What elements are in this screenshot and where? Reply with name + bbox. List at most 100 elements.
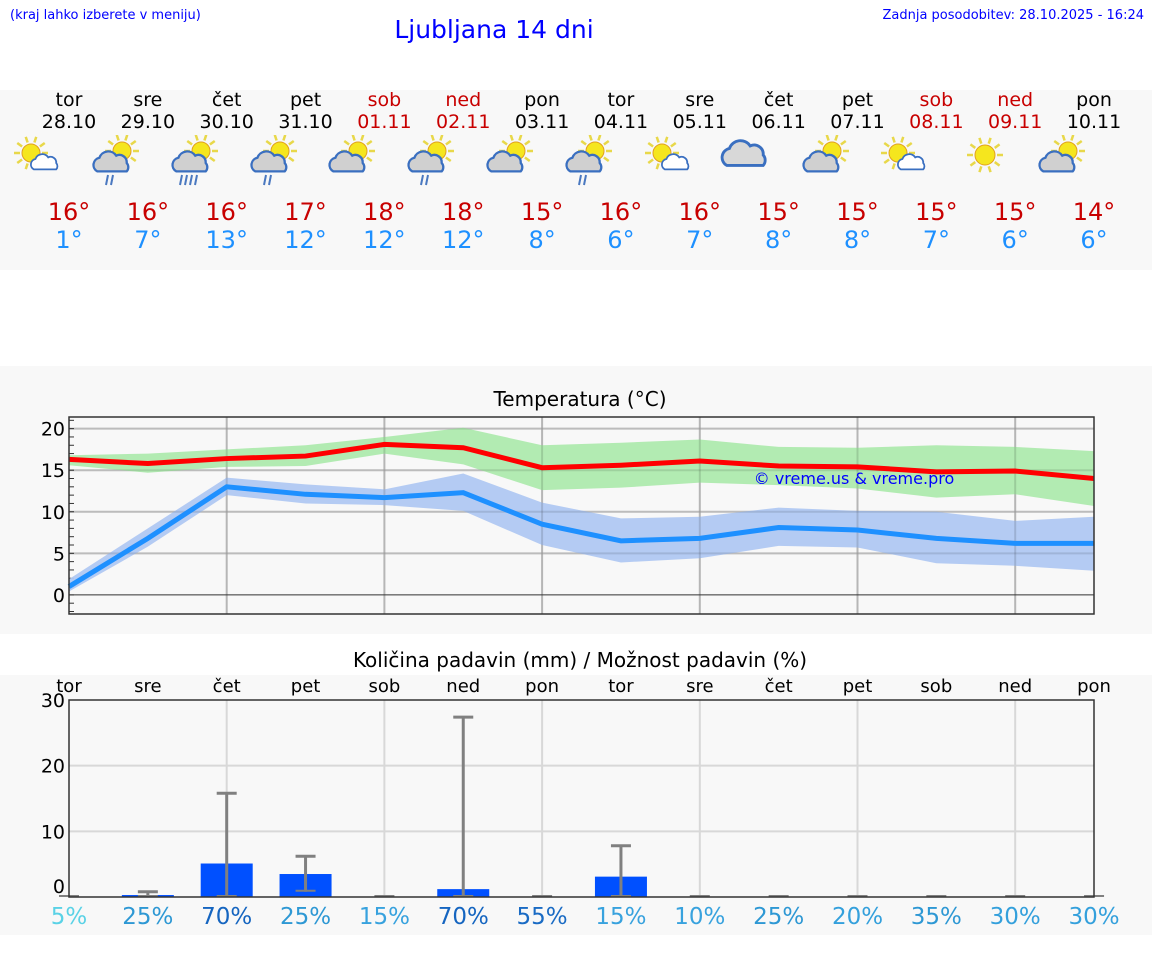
precip-probability: 20% (831, 904, 884, 930)
sun-cloud-rain-icon (171, 135, 218, 186)
cloud-icon (249, 150, 287, 173)
precipitation-band (0, 675, 1152, 935)
temperature-chart-title: Temperatura (°C) (493, 387, 667, 411)
precip-probability: 25% (279, 904, 332, 930)
location-hint: (kraj lahko izberete v meniju) (10, 8, 201, 23)
day-date: 07.11 (830, 111, 885, 133)
rain-icon (420, 174, 430, 186)
max-temp: 14° (1072, 198, 1116, 226)
min-temp-line (67, 484, 1095, 589)
y-tick-label: 0 (53, 876, 65, 898)
sun-icon (967, 137, 1004, 173)
precip-probability: 15% (595, 904, 647, 930)
day-date: 04.11 (593, 111, 649, 133)
x-day-label: ned (446, 676, 481, 697)
precip-probability: 30% (989, 904, 1041, 930)
precip-probability: 30% (1068, 904, 1120, 930)
precip-probability: 55% (516, 904, 568, 930)
day-date: 05.11 (672, 111, 727, 133)
precipitation-chart: 0 10 20 30 (41, 690, 1105, 898)
y-tick-label: 10 (41, 821, 65, 843)
day-name: čet (763, 89, 794, 111)
day-name: tor (607, 89, 635, 111)
max-temp: 16° (599, 198, 643, 226)
day-date: 06.11 (751, 111, 806, 133)
x-day-label: pon (1077, 676, 1111, 697)
sun-cloud-light-rain-icon (407, 135, 455, 186)
day-date: 02.11 (436, 111, 491, 133)
max-temp: 18° (363, 198, 406, 226)
sun-cloud-icon (328, 135, 376, 173)
min-temp: 12° (284, 226, 327, 254)
day-date: 10.11 (1066, 111, 1122, 133)
cloudy-icon (720, 139, 767, 167)
temperature-chart: 0 5 10 15 20 © vreme.us & vreme.pro (41, 416, 1095, 615)
x-day-label: pon (525, 676, 560, 697)
x-day-label: sob (920, 676, 953, 697)
forecast-band (0, 90, 1152, 270)
precip-probability: 70% (437, 904, 489, 930)
day-name: sob (367, 89, 402, 111)
cloud-icon (801, 150, 839, 173)
precip-probability: 10% (674, 904, 726, 930)
x-day-label: pet (290, 676, 321, 697)
y-tick-label: 10 (41, 502, 65, 524)
day-date: 01.11 (357, 111, 412, 133)
day-date: 28.10 (41, 111, 97, 133)
min-temp: 6° (607, 226, 635, 254)
precip-probability: 15% (358, 904, 410, 930)
max-temp-line (68, 441, 1095, 481)
min-temp: 8° (843, 226, 872, 254)
sun-icon (967, 137, 1004, 173)
cloud-icon (486, 150, 524, 173)
error-bar (610, 844, 631, 897)
cloud-icon (720, 139, 767, 167)
sun-small-cloud-icon (644, 136, 690, 171)
sun-cloud-icon (801, 135, 849, 173)
day-date: 08.11 (909, 111, 964, 133)
last-updated: Zadnja posodobitev: 28.10.2025 - 16:24 (882, 8, 1144, 23)
max-temp: 15° (757, 198, 800, 226)
precip-probability: 35% (910, 904, 962, 930)
day-date: 30.10 (199, 111, 254, 133)
plot-frame (68, 416, 1095, 615)
max-temp: 15° (836, 198, 879, 226)
precip-probability: 5% (50, 904, 88, 930)
rain-icon (262, 174, 272, 186)
max-temp: 16° (678, 198, 722, 226)
day-name: sre (685, 89, 715, 111)
rain-icon (104, 174, 114, 186)
y-tick-label: 0 (53, 585, 65, 607)
day-name: sre (133, 89, 163, 111)
max-temp: 15° (915, 198, 958, 226)
day-date: 31.10 (278, 111, 333, 133)
x-day-label: sre (686, 676, 714, 697)
max-temp: 17° (284, 198, 327, 226)
precip-probability: 25% (122, 904, 174, 930)
day-date: 03.11 (514, 111, 570, 133)
plot-frame (68, 699, 1095, 898)
error-bar (216, 791, 237, 897)
y-tick-label: 5 (53, 543, 65, 565)
day-name: ned (445, 89, 482, 111)
sun-cloud-light-rain-icon (565, 135, 612, 186)
x-day-label: pet (842, 676, 873, 697)
precip-probability: 25% (753, 904, 805, 930)
sun-cloud-icon (486, 135, 534, 173)
y-tick-label: 15 (41, 460, 65, 482)
cloud-icon (407, 150, 445, 173)
day-name: ned (997, 89, 1034, 111)
min-temp: 8° (528, 226, 556, 254)
precipitation-chart-title: Količina padavin (mm) / Možnost padavin … (352, 648, 808, 672)
max-temp: 16° (47, 198, 91, 226)
day-name: pon (524, 89, 560, 111)
cloud-icon (171, 150, 209, 173)
watermark: © vreme.us & vreme.pro (754, 469, 955, 488)
sun-small-cloud-icon (14, 136, 59, 171)
min-temp: 8° (765, 226, 793, 254)
sun-cloud-light-rain-icon (249, 135, 297, 186)
y-tick-label: 20 (41, 756, 65, 778)
cloud-icon (92, 150, 130, 173)
max-temp: 16° (126, 198, 170, 226)
day-name: tor (55, 89, 83, 111)
